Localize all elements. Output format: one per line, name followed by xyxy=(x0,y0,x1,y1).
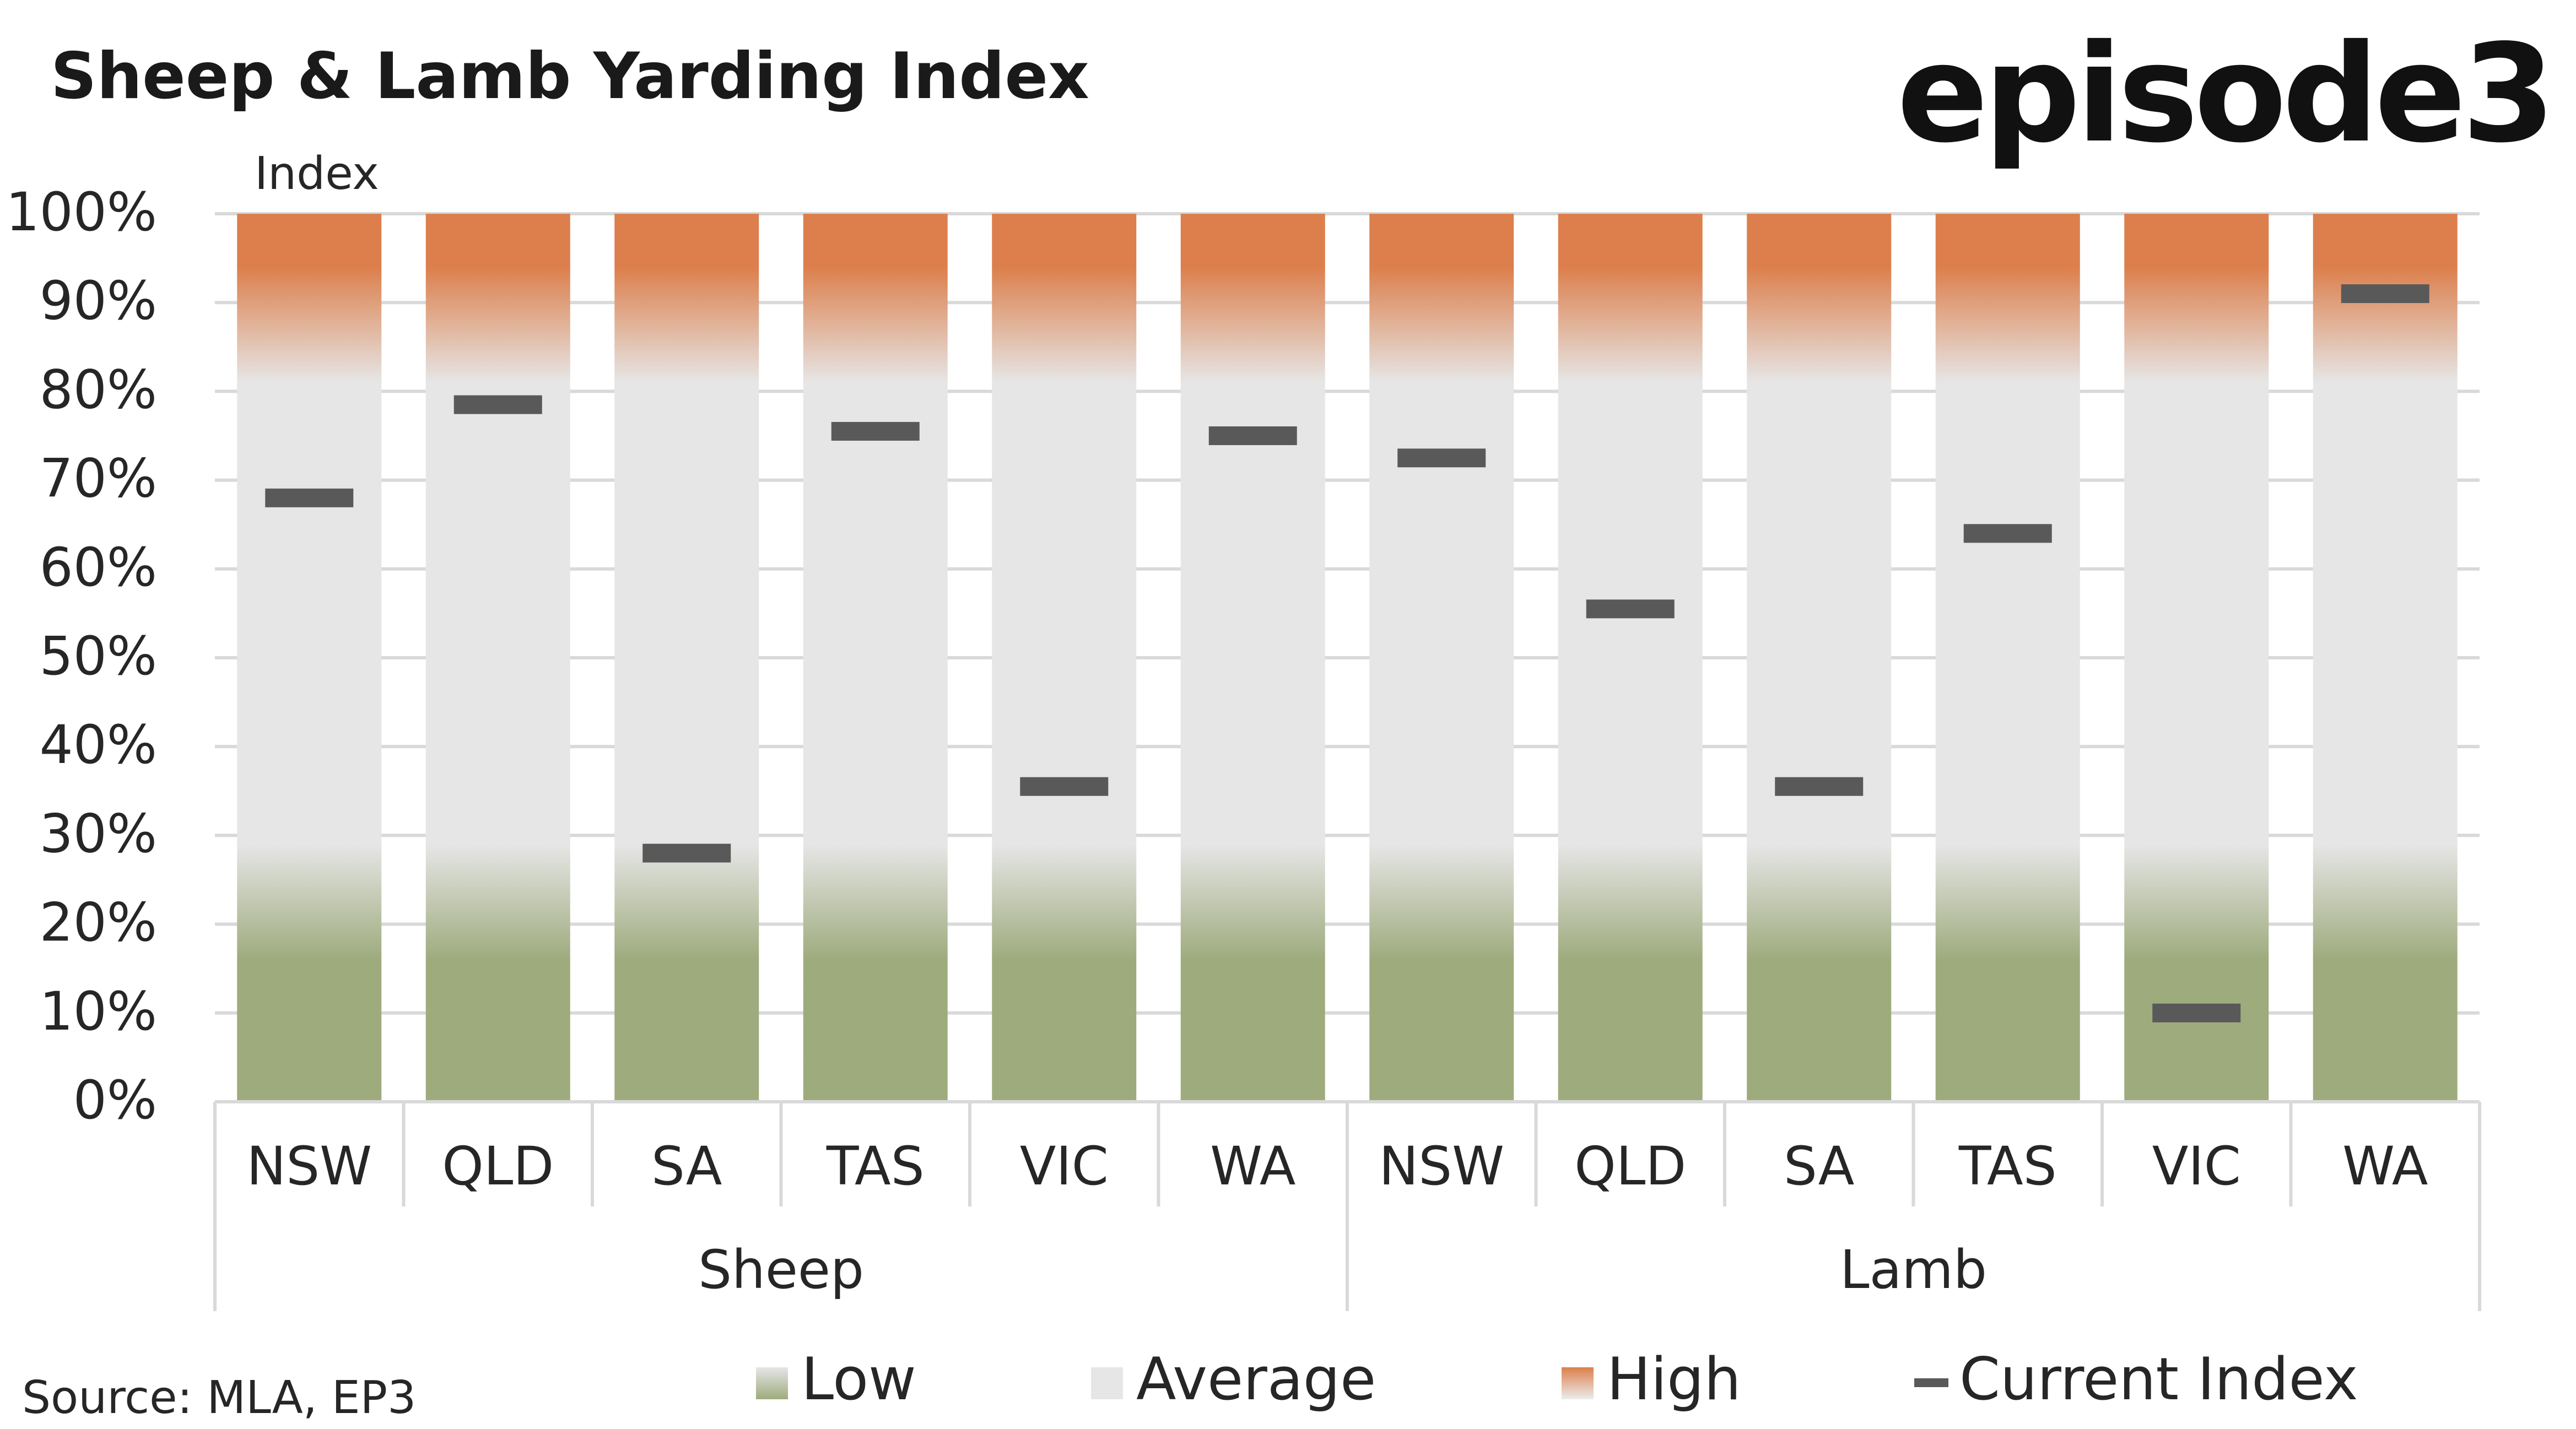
current-index-marker xyxy=(1775,777,1864,796)
y-tick-label: 90% xyxy=(40,270,157,332)
range-bar xyxy=(992,214,1137,1102)
x-category-label: QLD xyxy=(1574,1135,1686,1197)
range-bar xyxy=(803,214,948,1102)
y-tick-labels: 0% 10% 20% 30% 40% 50% 60% 70% 80% 90% 100% xyxy=(6,181,157,1131)
range-bar xyxy=(1558,214,1703,1102)
source-note: Source: MLA, EP3 xyxy=(22,1372,416,1424)
y-tick-label: 50% xyxy=(40,625,157,687)
current-index-marker xyxy=(1208,426,1297,445)
current-index-marker xyxy=(831,421,920,441)
x-category-label: SA xyxy=(651,1135,722,1197)
gridlines xyxy=(215,212,2480,1103)
current-index-marker xyxy=(265,488,354,507)
legend-swatch-marker xyxy=(1914,1378,1948,1387)
x-category-labels: NSW QLD SA TAS VIC WA NSW QLD SA TAS VIC WA xyxy=(246,1135,2428,1197)
range-bar xyxy=(425,214,570,1102)
range-bar xyxy=(1935,214,2080,1102)
episode3-logo: episode3 xyxy=(1897,15,2551,172)
x-category-label: WA xyxy=(2342,1135,2428,1197)
x-category-label: NSW xyxy=(246,1135,372,1197)
range-bar xyxy=(1369,214,1514,1102)
legend-label-marker: Current Index xyxy=(1959,1345,2358,1413)
x-category-label: TAS xyxy=(826,1135,925,1197)
y-tick-label: 0% xyxy=(73,1069,157,1131)
legend-swatch-high xyxy=(1562,1367,1594,1399)
current-index-marker xyxy=(1397,448,1486,468)
range-bar xyxy=(2124,214,2269,1102)
current-index-marker xyxy=(2341,284,2429,304)
y-tick-label: 20% xyxy=(40,892,157,954)
range-bar xyxy=(1180,214,1325,1102)
range-bar xyxy=(1747,214,1892,1102)
legend-swatch-average xyxy=(1091,1367,1123,1399)
x-axis xyxy=(213,1100,2481,1311)
x-category-label: TAS xyxy=(1958,1135,2057,1197)
x-group-label: Lamb xyxy=(1840,1239,1987,1301)
y-tick-label: 40% xyxy=(40,714,157,776)
current-index-marker xyxy=(642,843,731,863)
x-category-label: WA xyxy=(1210,1135,1295,1197)
y-tick-label: 30% xyxy=(40,803,157,864)
x-group-label: Sheep xyxy=(698,1239,864,1301)
range-bar xyxy=(2313,214,2458,1102)
y-tick-label: 80% xyxy=(40,359,157,420)
x-category-label: NSW xyxy=(1379,1135,1504,1197)
y-tick-label: 60% xyxy=(40,537,157,598)
legend-label-high: High xyxy=(1607,1345,1741,1413)
current-index-marker xyxy=(2152,1003,2241,1022)
legend-swatch-low xyxy=(756,1367,788,1399)
y-tick-label: 10% xyxy=(40,981,157,1042)
legend-label-average: Average xyxy=(1136,1345,1376,1413)
x-category-label: VIC xyxy=(1020,1135,1109,1197)
x-category-label: VIC xyxy=(2152,1135,2241,1197)
current-index-markers xyxy=(265,284,2429,1022)
legend-label-low: Low xyxy=(801,1345,916,1413)
x-category-label: SA xyxy=(1784,1135,1854,1197)
legend: Low Average High Current Index xyxy=(756,1345,2358,1413)
current-index-marker xyxy=(1020,777,1109,796)
chart-title: Sheep & Lamb Yarding Index xyxy=(51,39,1089,113)
y-tick-label: 100% xyxy=(6,181,157,243)
current-index-marker xyxy=(1963,524,2052,543)
x-group-labels: Sheep Lamb xyxy=(698,1239,1987,1301)
y-tick-label: 70% xyxy=(40,448,157,510)
current-index-marker xyxy=(1586,599,1675,619)
range-bars xyxy=(237,214,2458,1102)
current-index-marker xyxy=(453,395,542,414)
range-bar xyxy=(237,214,382,1102)
y-axis-label: Index xyxy=(255,148,379,200)
range-bar xyxy=(614,214,759,1102)
x-category-label: QLD xyxy=(442,1135,554,1197)
